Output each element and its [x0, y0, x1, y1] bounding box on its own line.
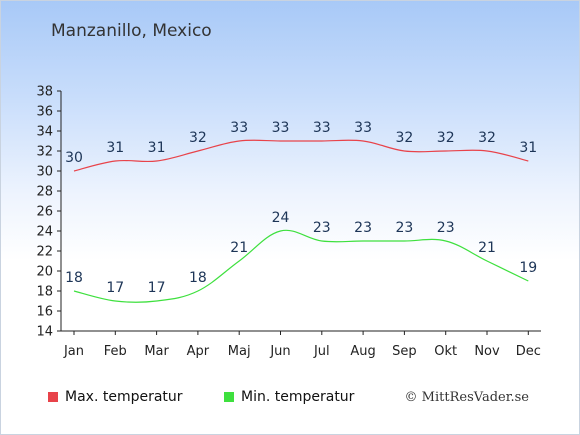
data-label-min: 21 [478, 240, 496, 256]
x-tick-label: Apr [187, 344, 210, 359]
data-label-max: 31 [148, 140, 166, 156]
data-label-max: 32 [437, 130, 455, 146]
series-line-max [73, 139, 529, 172]
y-tick-label: 38 [36, 85, 53, 100]
y-tick-label: 26 [36, 205, 53, 220]
data-label-min: 24 [272, 210, 290, 226]
data-label-min: 21 [230, 240, 248, 256]
data-label-max: 33 [354, 120, 372, 136]
legend-swatch-min [224, 392, 234, 402]
legend-item-max: Max. temperatur [48, 389, 183, 405]
x-tick-label: Nov [474, 344, 500, 359]
x-tick-label: Dec [516, 344, 541, 359]
x-tick-label: Jan [63, 344, 84, 359]
legend-item-min: Min. temperatur [224, 389, 354, 405]
data-label-max: 31 [519, 140, 537, 156]
legend-label-max: Max. temperatur [65, 389, 183, 405]
y-tick-label: 22 [36, 245, 53, 260]
data-label-max: 33 [230, 120, 248, 136]
y-tick-label: 24 [36, 225, 53, 240]
y-tick-label: 20 [36, 265, 53, 280]
source-credit: © MittResVader.se [404, 390, 529, 405]
legend-swatch-max [48, 392, 58, 402]
data-label-max: 32 [478, 130, 496, 146]
legend-label-min: Min. temperatur [241, 389, 355, 405]
data-label-min: 23 [395, 220, 413, 236]
y-tick-label: 18 [36, 285, 53, 300]
data-label-min: 18 [189, 270, 207, 286]
x-tick-label: Maj [228, 344, 251, 359]
x-tick-label: Sep [392, 344, 417, 359]
data-label-max: 33 [313, 120, 331, 136]
data-label-min: 17 [106, 280, 124, 296]
data-label-min: 23 [437, 220, 455, 236]
data-label-max: 32 [189, 130, 207, 146]
y-tick-label: 36 [36, 105, 53, 120]
data-label-max: 31 [106, 140, 124, 156]
x-tick-label: Okt [434, 344, 457, 359]
data-label-min: 23 [354, 220, 372, 236]
data-label-max: 32 [395, 130, 413, 146]
y-tick-label: 16 [36, 305, 53, 320]
data-label-min: 18 [65, 270, 83, 286]
y-tick-label: 28 [36, 185, 53, 200]
x-tick-label: Jul [313, 344, 330, 359]
x-tick-label: Aug [350, 344, 375, 359]
y-tick-label: 34 [36, 125, 53, 140]
y-tick-label: 14 [36, 325, 53, 340]
x-tick-label: Feb [104, 344, 127, 359]
y-tick-label: 30 [36, 165, 53, 180]
series-line-min [73, 229, 529, 303]
y-tick-label: 32 [36, 145, 53, 160]
x-tick-label: Jun [269, 344, 290, 359]
data-label-min: 19 [519, 260, 537, 276]
data-label-max: 33 [272, 120, 290, 136]
data-label-min: 17 [148, 280, 166, 296]
x-tick-label: Mar [144, 344, 169, 359]
chart-title: Manzanillo, Mexico [51, 21, 212, 41]
data-label-max: 30 [65, 150, 83, 166]
data-label-min: 23 [313, 220, 331, 236]
